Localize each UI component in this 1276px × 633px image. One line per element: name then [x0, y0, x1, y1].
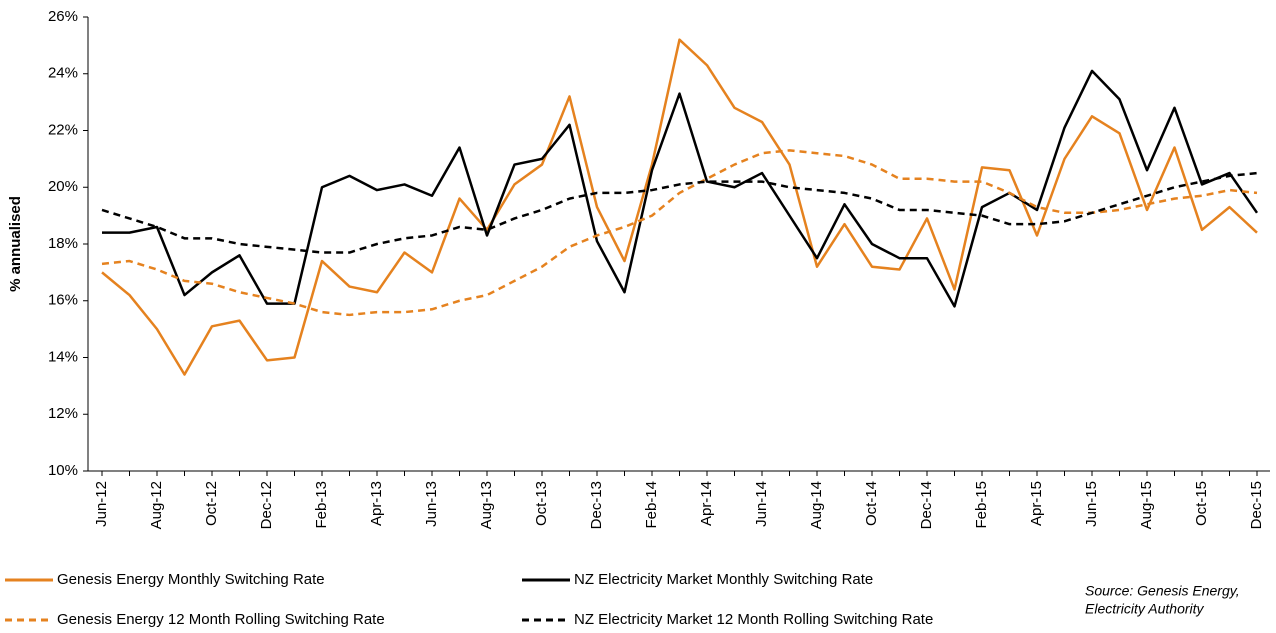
y-tick-label: 22%	[48, 121, 78, 138]
x-tick-label: Dec-13	[588, 481, 605, 529]
source: Source: Genesis Energy,	[1085, 583, 1240, 599]
x-tick-label: Feb-15	[973, 481, 990, 529]
x-tick-label: Aug-15	[1138, 481, 1155, 529]
x-tick-label: Jun-12	[93, 481, 110, 527]
x-tick-label: Feb-13	[313, 481, 330, 529]
y-tick-label: 20%	[48, 178, 78, 195]
series-line	[102, 69, 1259, 308]
y-axis-label: % annualised	[7, 196, 24, 292]
x-tick-label: Oct-13	[533, 481, 550, 526]
y-tick-label: 10%	[48, 462, 78, 479]
x-tick-label: Feb-14	[643, 481, 660, 529]
legend-label: Genesis Energy Monthly Switching Rate	[57, 571, 325, 588]
x-tick-label: Oct-14	[863, 481, 880, 526]
x-tick-label: Apr-15	[1028, 481, 1045, 526]
y-tick-label: 18%	[48, 235, 78, 252]
y-tick-label: 14%	[48, 348, 78, 365]
x-tick-label: Oct-12	[203, 481, 220, 526]
x-tick-label: Aug-13	[478, 481, 495, 529]
x-tick-label: Apr-14	[698, 481, 715, 526]
y-tick-label: 16%	[48, 292, 78, 309]
x-tick-label: Jun-14	[753, 481, 770, 527]
y-tick-label: 26%	[48, 8, 78, 25]
x-tick-label: Dec-12	[258, 481, 275, 529]
y-tick-label: 24%	[48, 65, 78, 82]
legend-label: NZ Electricity Market 12 Month Rolling S…	[574, 611, 933, 628]
legend-label: NZ Electricity Market Monthly Switching …	[574, 571, 873, 588]
series-line	[101, 149, 1258, 317]
x-tick-label: Jun-13	[423, 481, 440, 527]
series-line	[101, 171, 1258, 254]
x-tick-label: Apr-13	[368, 481, 385, 526]
source: Electricity Authority	[1085, 601, 1205, 617]
x-tick-label: Dec-14	[918, 481, 935, 529]
x-tick-label: Oct-15	[1193, 481, 1210, 526]
series-line	[101, 38, 1258, 376]
x-tick-label: Aug-14	[808, 481, 825, 529]
y-tick-label: 12%	[48, 405, 78, 422]
x-tick-label: Jun-15	[1083, 481, 1100, 527]
legend-label: Genesis Energy 12 Month Rolling Switchin…	[57, 611, 385, 628]
x-tick-label: Aug-12	[148, 481, 165, 529]
x-tick-label: Dec-15	[1248, 481, 1265, 529]
